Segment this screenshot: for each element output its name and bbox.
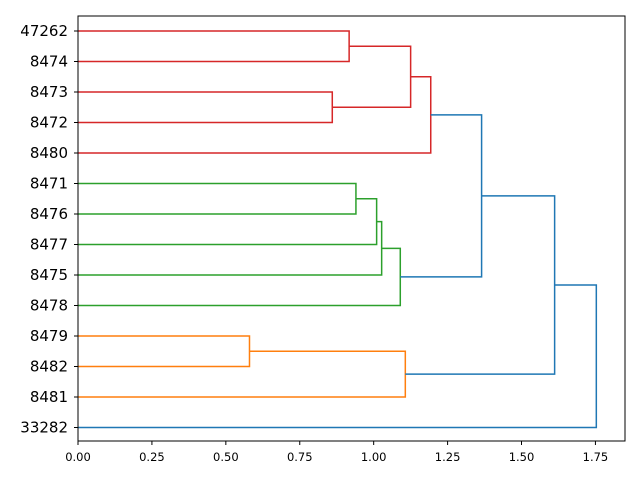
x-tick-label: 0.50 (213, 450, 239, 464)
dendrogram-link-m13 (78, 284, 598, 429)
dendrogram-links (78, 30, 598, 429)
leaf-label: 8475 (30, 266, 68, 284)
leaf-label: 8476 (30, 205, 68, 223)
dendrogram-link-m4 (78, 76, 432, 154)
leaf-label: 8472 (30, 114, 68, 132)
leaf-label: 8480 (30, 144, 68, 162)
x-tick-label: 1.25 (435, 450, 461, 464)
dendrogram-link-m6 (78, 198, 378, 246)
x-tick-label: 1.75 (583, 450, 609, 464)
x-tick-label: 0.75 (287, 450, 313, 464)
leaf-labels: 47262 8474 8473 8472 8480 8471 8476 8477 8475 847… (20, 22, 78, 437)
x-axis: 0.00 0.25 0.50 0.75 1.00 1.25 1.50 1.75 (65, 441, 608, 464)
dendrogram-link-m8 (78, 247, 402, 307)
leaf-label: 8481 (30, 388, 68, 406)
dendrogram-link-m7 (78, 220, 383, 276)
leaf-label: 8474 (30, 53, 68, 71)
leaf-label: 47262 (20, 22, 68, 40)
dendrogram-link-m2 (78, 30, 350, 63)
leaf-label: 8473 (30, 83, 68, 101)
x-tick-label: 1.00 (361, 450, 387, 464)
leaf-label: 8471 (30, 175, 68, 193)
leaf-label: 8482 (30, 358, 68, 376)
x-tick-label: 0.00 (65, 450, 91, 464)
leaf-label: 8477 (30, 236, 68, 254)
leaf-label: 8479 (30, 327, 68, 345)
leaf-label: 8478 (30, 297, 68, 315)
plot-frame (77, 15, 626, 442)
dendrogram-link-m12 (405, 195, 556, 375)
x-tick-label: 0.25 (139, 450, 165, 464)
dendrogram-link-m5 (78, 182, 357, 215)
dendrogram-link-m1 (78, 91, 334, 124)
leaf-label: 33282 (20, 419, 68, 437)
dendrogram-link-m9 (400, 114, 483, 278)
dendrogram-link-m11 (78, 350, 407, 398)
x-tick-label: 1.50 (509, 450, 535, 464)
dendrogram-link-m3 (332, 45, 412, 108)
dendrogram-link-m10 (78, 335, 251, 368)
